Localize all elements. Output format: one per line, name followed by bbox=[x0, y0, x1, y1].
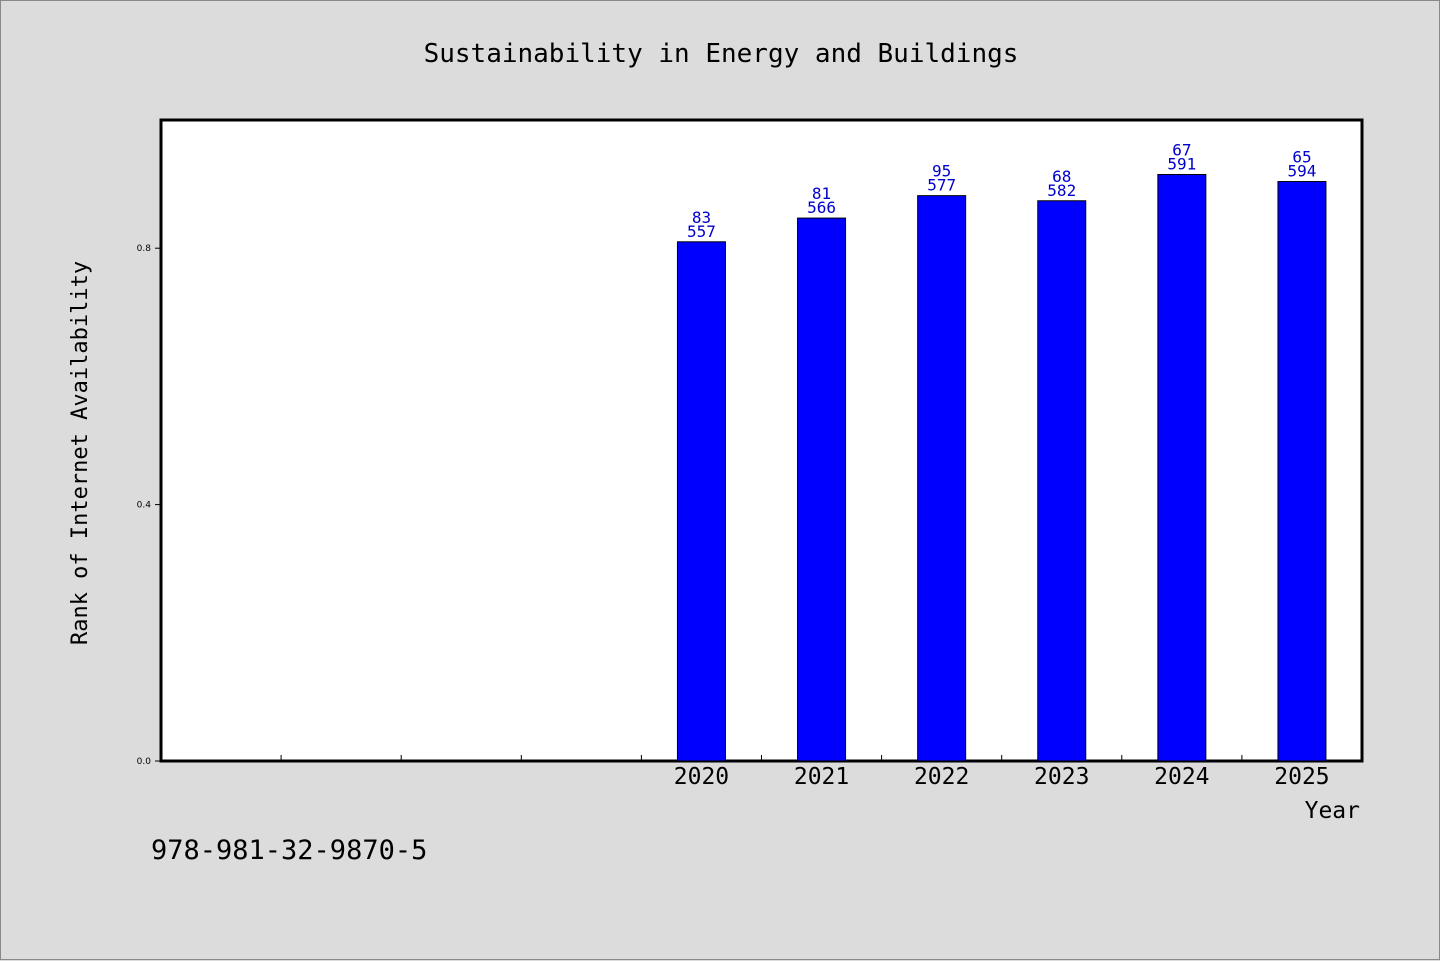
isbn-label: 978-981-32-9870-5 bbox=[151, 835, 428, 866]
ticks-layer: 0.0 0.4 0.8 2020 2021 2022 2023 2024 2025 bbox=[137, 244, 1330, 790]
bar-2024 bbox=[1157, 173, 1207, 762]
x-tick-label: 2025 bbox=[1274, 764, 1329, 790]
x-tick-label: 2022 bbox=[914, 764, 969, 790]
data-label-bottom: 591 bbox=[1167, 154, 1196, 173]
y-tick-label: 0.8 bbox=[137, 244, 152, 254]
y-tick-label: 0.4 bbox=[137, 501, 152, 511]
y-tick-label: 0.0 bbox=[137, 757, 152, 767]
bar-2025 bbox=[1277, 181, 1327, 762]
data-label-bottom: 566 bbox=[807, 198, 836, 217]
chart-title: Sustainability in Energy and Buildings bbox=[424, 39, 1019, 69]
x-tick-label: 2024 bbox=[1154, 764, 1209, 790]
y-axis-label: Rank of Internet Availability bbox=[68, 261, 93, 645]
bar-2023 bbox=[1037, 200, 1087, 762]
data-label-top: 68 bbox=[1052, 167, 1071, 186]
bar-2021 bbox=[797, 217, 847, 762]
data-label-bottom: 594 bbox=[1287, 162, 1316, 181]
bar-2020 bbox=[676, 241, 726, 762]
data-label-bottom: 577 bbox=[927, 176, 956, 195]
x-tick-label: 2023 bbox=[1034, 764, 1089, 790]
data-label-top: 95 bbox=[932, 162, 951, 181]
x-axis-label: Year bbox=[1305, 798, 1360, 824]
data-label-top: 67 bbox=[1172, 140, 1191, 159]
data-label-bottom: 582 bbox=[1047, 181, 1076, 200]
data-label-top: 65 bbox=[1292, 148, 1311, 167]
data-label-top: 83 bbox=[692, 208, 711, 227]
bar-2022 bbox=[917, 195, 967, 762]
x-tick-label: 2021 bbox=[794, 764, 849, 790]
data-label-bottom: 557 bbox=[687, 222, 716, 241]
data-label-top: 81 bbox=[812, 184, 831, 203]
x-tick-label: 2020 bbox=[674, 764, 729, 790]
